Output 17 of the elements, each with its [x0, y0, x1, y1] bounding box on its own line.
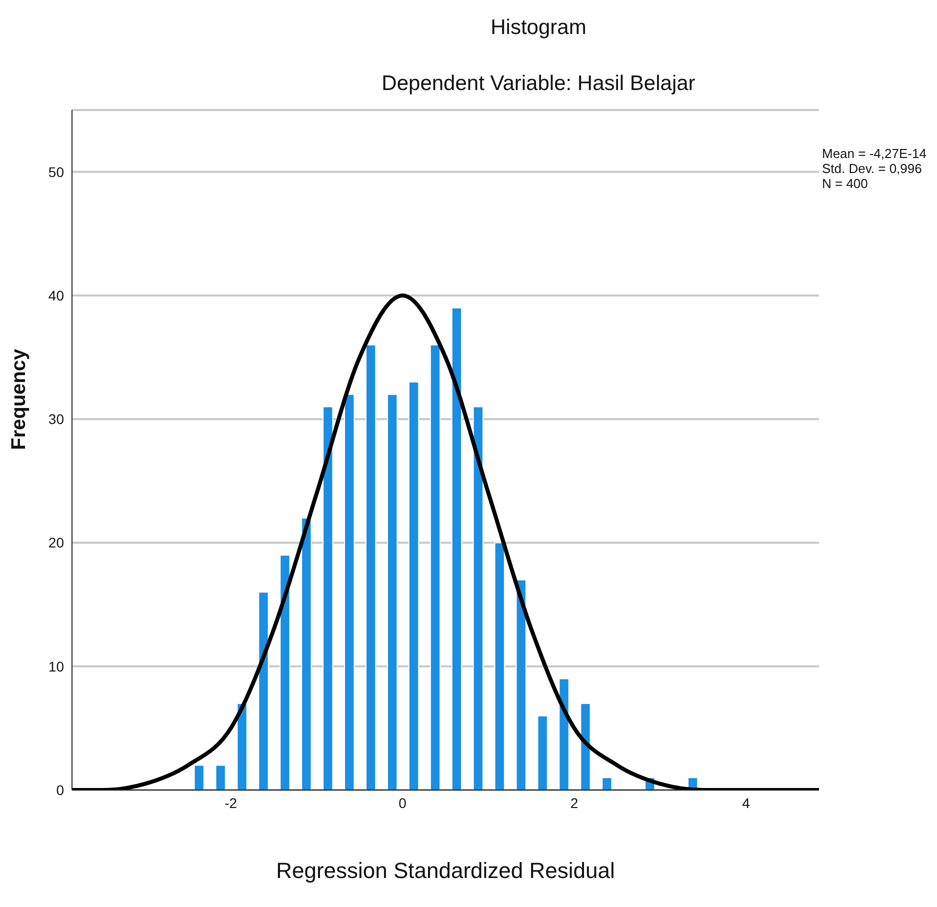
- x-tick-label: 0: [398, 794, 407, 811]
- y-tick-label: 50: [48, 164, 64, 180]
- text: Std. Dev. = 0,996: [822, 161, 923, 176]
- x-tick-label: 4: [742, 794, 750, 811]
- x-tick-label: -2: [224, 794, 238, 811]
- y-axis-title: Frequency: [8, 348, 30, 450]
- text: N = 400: [822, 176, 869, 191]
- text: Mean = -4,27E-14: [822, 146, 926, 161]
- chart-title: Histogram: [490, 16, 588, 40]
- x-tick-label: 2: [570, 794, 578, 811]
- y-tick-label: 30: [48, 411, 64, 428]
- y-tick-label: 20: [48, 534, 64, 551]
- y-tick-label: 0: [56, 782, 64, 798]
- x-axis-title: Regression Standardized Residual: [276, 858, 615, 883]
- y-tick-label: 40: [48, 287, 64, 304]
- y-tick-label: 10: [48, 658, 64, 674]
- chart-subtitle: Dependent Variable: Hasil Belajar: [380, 72, 696, 96]
